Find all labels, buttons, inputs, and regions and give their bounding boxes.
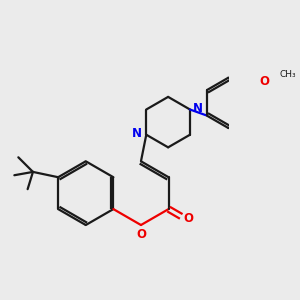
Text: N: N — [193, 102, 202, 115]
Text: N: N — [132, 127, 142, 140]
Text: O: O — [260, 75, 270, 88]
Text: O: O — [184, 212, 194, 225]
Text: O: O — [136, 228, 147, 241]
Text: CH₃: CH₃ — [279, 70, 296, 80]
